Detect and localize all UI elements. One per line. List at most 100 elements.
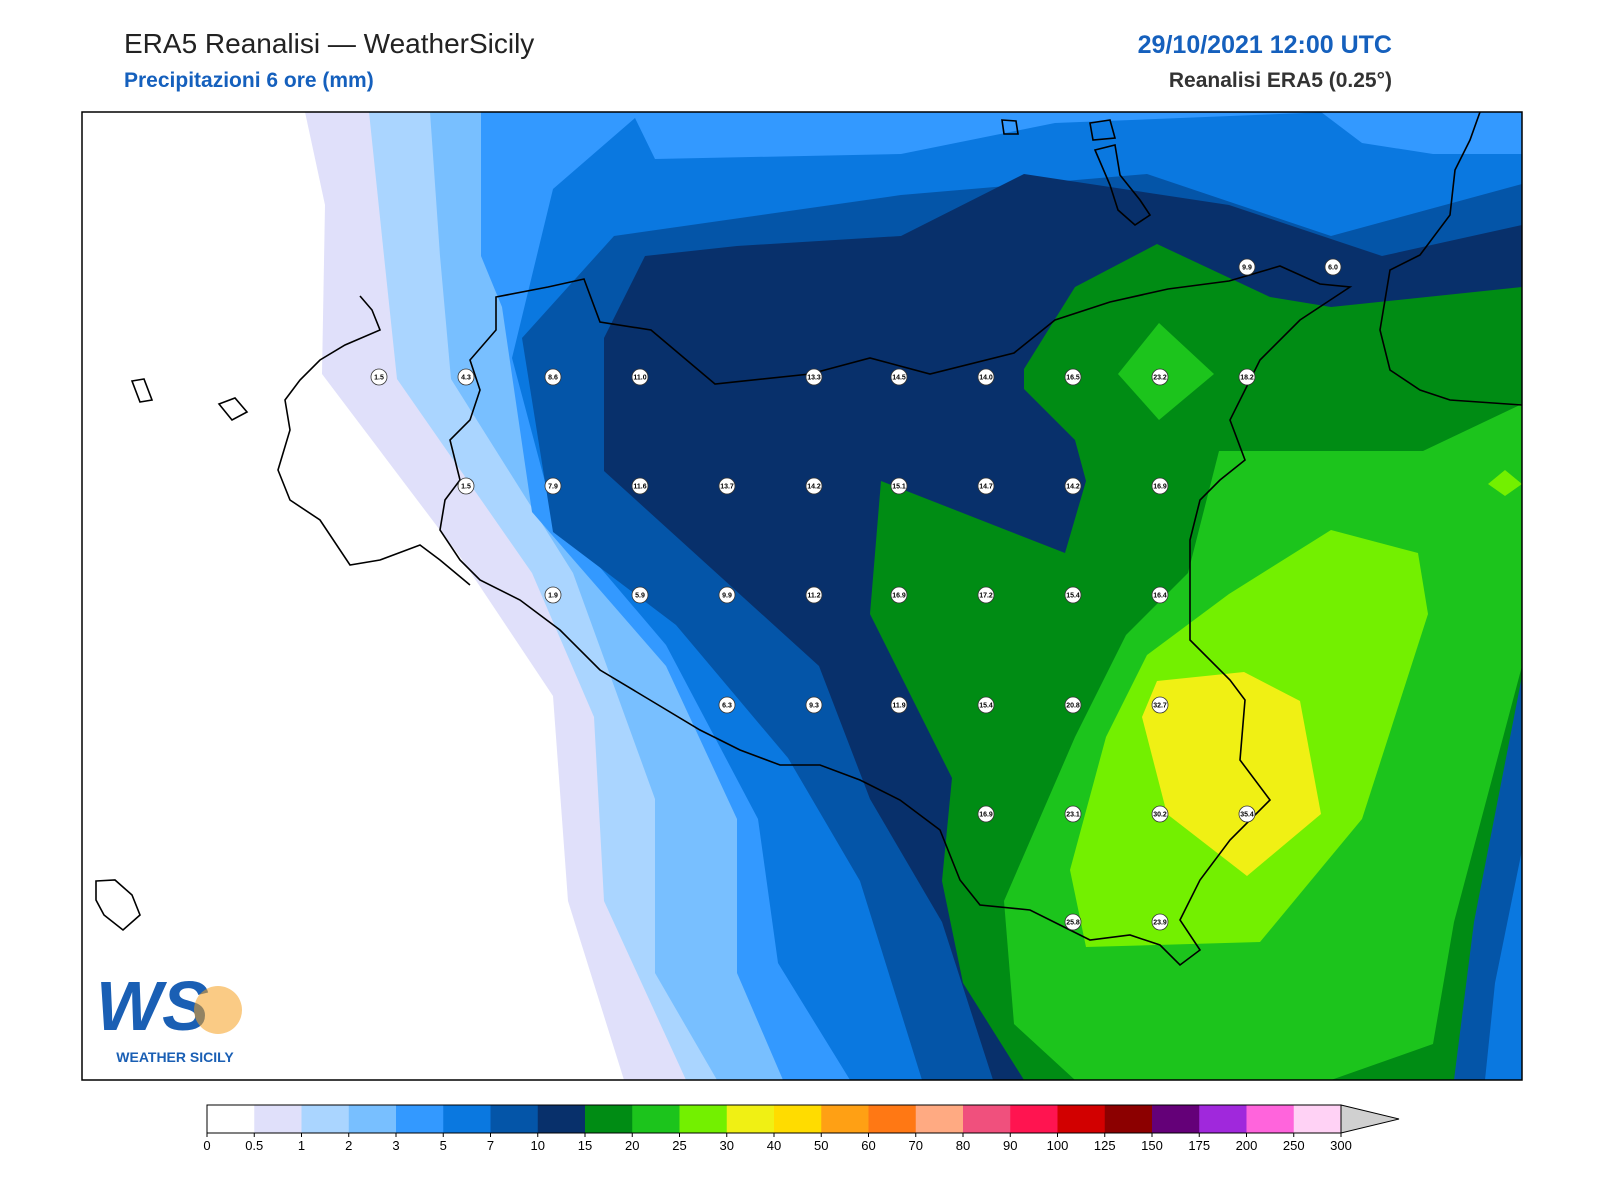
station-value: 14.5 bbox=[892, 374, 906, 381]
station-value: 16.9 bbox=[979, 811, 993, 818]
station-value: 30.2 bbox=[1153, 811, 1167, 818]
station-value: 4.3 bbox=[461, 374, 471, 381]
colorbar-swatch bbox=[679, 1105, 728, 1133]
logo: WS WEATHER SICILY bbox=[96, 967, 242, 1065]
title: ERA5 Reanalisi — WeatherSicily bbox=[124, 28, 534, 59]
station-value: 15.4 bbox=[979, 702, 993, 709]
station-value: 14.2 bbox=[807, 483, 821, 490]
station-marker bbox=[544, 477, 562, 495]
colorbar-tick-label: 300 bbox=[1330, 1138, 1352, 1153]
colorbar-swatch bbox=[774, 1105, 822, 1133]
station-value: 17.2 bbox=[979, 592, 993, 599]
station-marker bbox=[1064, 586, 1082, 604]
station-marker bbox=[977, 368, 995, 386]
station-value: 32.7 bbox=[1153, 702, 1167, 709]
station-value: 14.0 bbox=[979, 374, 993, 381]
station-value: 1.9 bbox=[548, 592, 558, 599]
colorbar-tick-label: 175 bbox=[1188, 1138, 1210, 1153]
station-value: 9.9 bbox=[722, 592, 732, 599]
station-marker bbox=[805, 368, 823, 386]
station-marker bbox=[890, 477, 908, 495]
station-value: 15.4 bbox=[1066, 592, 1080, 599]
logo-sun bbox=[194, 986, 242, 1034]
colorbar-tick-label: 150 bbox=[1141, 1138, 1163, 1153]
subtitle: Precipitazioni 6 ore (mm) bbox=[124, 69, 374, 92]
colorbar-tick-label: 30 bbox=[720, 1138, 734, 1153]
station-value: 16.9 bbox=[1153, 483, 1167, 490]
colorbar-tick-label: 5 bbox=[440, 1138, 447, 1153]
colorbar-swatch bbox=[821, 1105, 869, 1133]
colorbar-swatch bbox=[868, 1105, 917, 1133]
colorbar: 0 0.5 1 2 3 5 7 10 15 20 25 30 40 50 60 70 80 90 100 125 150… bbox=[203, 1104, 1400, 1153]
station-marker bbox=[718, 477, 736, 495]
colorbar-swatch bbox=[301, 1105, 350, 1133]
station-marker bbox=[1064, 368, 1082, 386]
station-marker bbox=[890, 368, 908, 386]
station-value: 1.5 bbox=[374, 374, 384, 381]
station-value: 35.4 bbox=[1240, 811, 1254, 818]
colorbar-tick-label: 0.5 bbox=[245, 1138, 263, 1153]
station-value: 20.8 bbox=[1066, 702, 1080, 709]
station-marker bbox=[544, 586, 562, 604]
station-marker bbox=[1151, 696, 1169, 714]
colorbar-swatch bbox=[1246, 1105, 1295, 1133]
station-value: 13.7 bbox=[720, 483, 734, 490]
colorbar-extension bbox=[1340, 1104, 1400, 1134]
station-marker bbox=[890, 696, 908, 714]
station-value: 5.9 bbox=[635, 592, 645, 599]
colorbar-swatch bbox=[1057, 1105, 1106, 1133]
colorbar-tick-label: 60 bbox=[861, 1138, 875, 1153]
colorbar-swatch bbox=[585, 1105, 633, 1133]
station-marker bbox=[631, 586, 649, 604]
colorbar-tick-label: 0 bbox=[203, 1138, 210, 1153]
colorbar-swatch bbox=[726, 1105, 775, 1133]
station-marker bbox=[718, 586, 736, 604]
colorbar-tick-label: 2 bbox=[345, 1138, 352, 1153]
station-marker bbox=[1064, 805, 1082, 823]
station-value: 6.0 bbox=[1328, 264, 1338, 271]
station-value: 15.1 bbox=[892, 483, 906, 490]
date: 29/10/2021 12:00 UTC bbox=[1138, 31, 1392, 59]
station-value: 23.2 bbox=[1153, 374, 1167, 381]
colorbar-tick-label: 80 bbox=[956, 1138, 970, 1153]
logo-name: WEATHER SICILY bbox=[116, 1049, 234, 1065]
station-marker bbox=[457, 368, 475, 386]
colorbar-tick-label: 3 bbox=[392, 1138, 399, 1153]
colorbar-tick-label: 250 bbox=[1283, 1138, 1305, 1153]
station-value: 11.2 bbox=[807, 592, 820, 599]
colorbar-swatch bbox=[963, 1105, 1011, 1133]
colorbar-tick-label: 25 bbox=[672, 1138, 686, 1153]
colorbar-tick-label: 7 bbox=[487, 1138, 494, 1153]
station-marker bbox=[1064, 696, 1082, 714]
station-marker bbox=[1151, 913, 1169, 931]
colorbar-swatch bbox=[490, 1105, 539, 1133]
colorbar-tick-label: 70 bbox=[909, 1138, 923, 1153]
station-marker bbox=[631, 477, 649, 495]
colorbar-tick-label: 50 bbox=[814, 1138, 828, 1153]
colorbar-tick-label: 200 bbox=[1236, 1138, 1258, 1153]
station-marker bbox=[1151, 368, 1169, 386]
colorbar-swatch bbox=[348, 1105, 397, 1133]
colorbar-swatch bbox=[1104, 1105, 1153, 1133]
colorbar-swatch bbox=[537, 1105, 586, 1133]
station-marker bbox=[370, 368, 388, 386]
station-value: 14.2 bbox=[1066, 483, 1080, 490]
station-value: 9.9 bbox=[1242, 264, 1252, 271]
station-marker bbox=[1064, 913, 1082, 931]
colorbar-swatch bbox=[1152, 1105, 1200, 1133]
station-value: 1.5 bbox=[461, 483, 471, 490]
station-value: 8.6 bbox=[548, 374, 558, 381]
colorbar-tick-label: 10 bbox=[531, 1138, 545, 1153]
station-marker bbox=[1238, 258, 1256, 276]
station-marker bbox=[890, 586, 908, 604]
station-marker bbox=[1064, 477, 1082, 495]
colorbar-swatch bbox=[254, 1105, 302, 1133]
station-marker bbox=[1324, 258, 1342, 276]
colorbar-swatch bbox=[1010, 1105, 1058, 1133]
station-marker bbox=[977, 696, 995, 714]
station-marker bbox=[977, 477, 995, 495]
station-value: 16.9 bbox=[892, 592, 906, 599]
station-marker bbox=[457, 477, 475, 495]
